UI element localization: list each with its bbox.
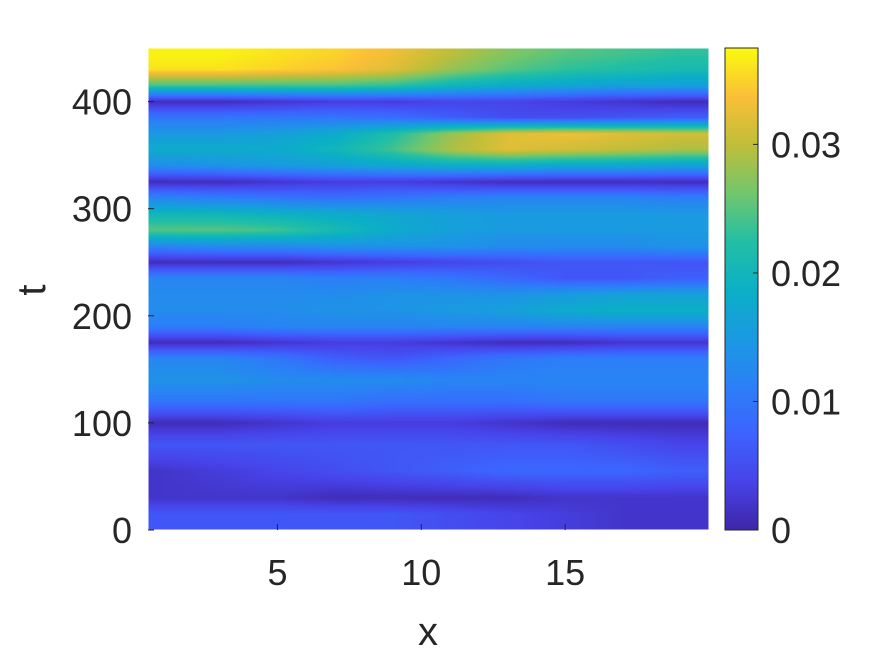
y-tick-label: 300 [72, 189, 132, 230]
y-axis-label: t [10, 284, 54, 295]
plot-frame [147, 47, 710, 531]
heatmap-plot-area [148, 48, 709, 530]
x-axis-ticks: 5 10 15 [267, 524, 585, 593]
colorbar-tick-label: 0.02 [771, 253, 841, 294]
y-tick-label: 200 [72, 296, 132, 337]
y-tick-label: 0 [112, 510, 132, 551]
colorbar [724, 47, 759, 531]
x-axis-label: x [418, 610, 438, 654]
y-tick-label: 400 [72, 82, 132, 123]
y-tick-label: 100 [72, 403, 132, 444]
heatmap-image [148, 48, 709, 530]
colorbar-tick-label: 0.01 [771, 381, 841, 422]
y-axis-ticks: 0 100 200 300 400 [72, 82, 154, 551]
x-tick-label: 10 [401, 552, 441, 593]
x-tick-label: 5 [267, 552, 287, 593]
colorbar-ticks: 0 0.01 0.02 0.03 [753, 124, 841, 551]
x-tick-label: 15 [545, 552, 585, 593]
colorbar-tick-label: 0 [771, 510, 791, 551]
colorbar-tick-label: 0.03 [771, 124, 841, 165]
